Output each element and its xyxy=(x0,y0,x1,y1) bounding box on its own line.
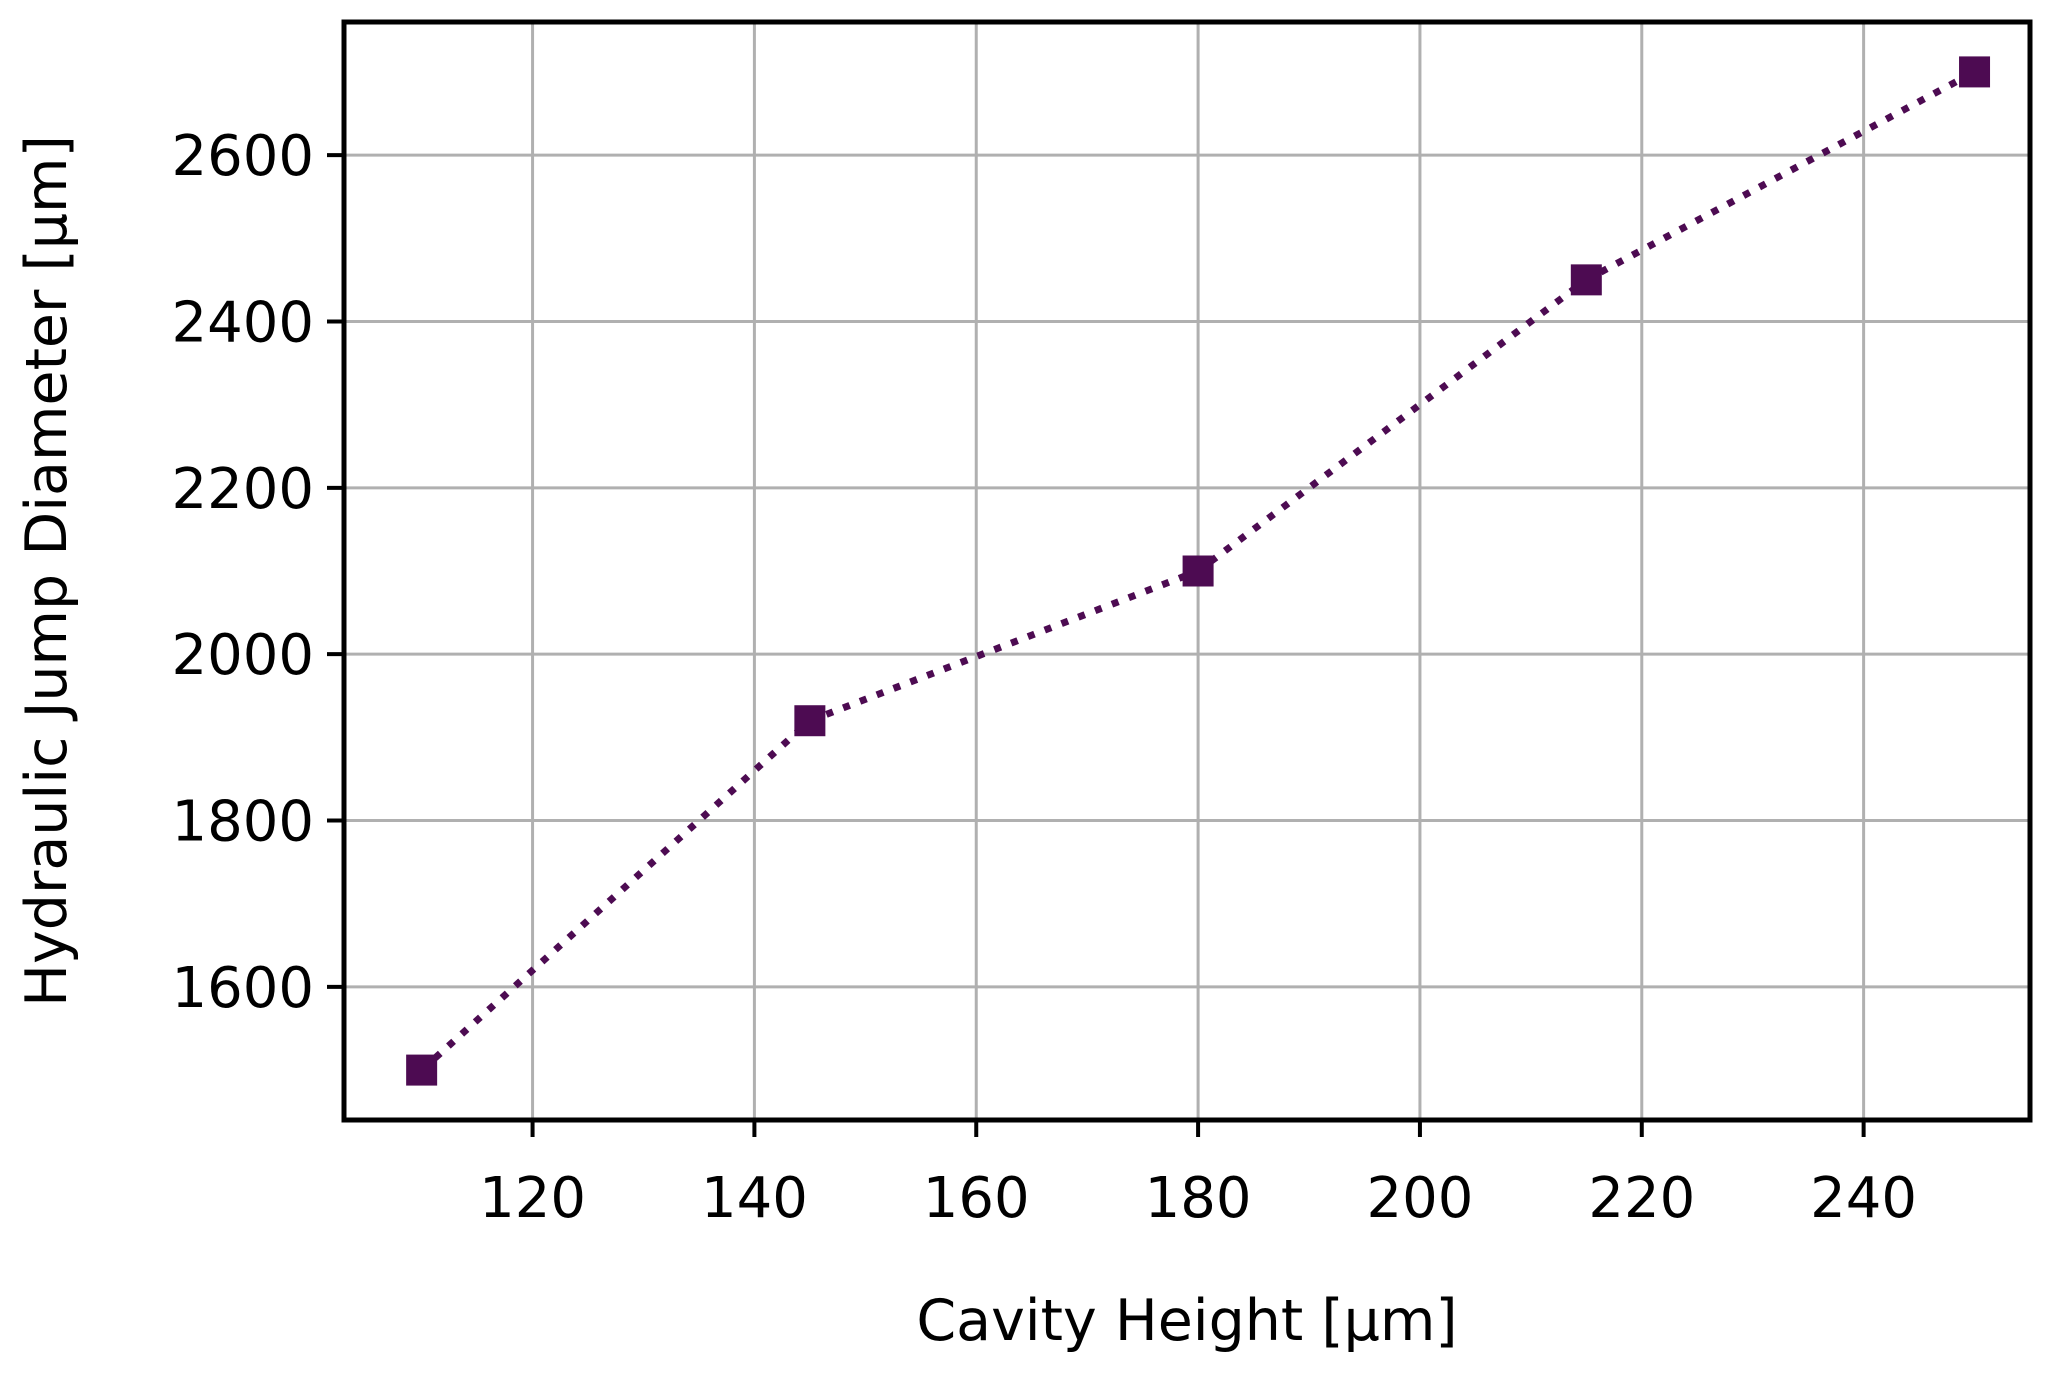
data-point-marker xyxy=(794,705,826,737)
x-axis-label: Cavity Height [μm] xyxy=(916,1288,1457,1354)
series-layer xyxy=(406,56,1991,1086)
data-point-marker xyxy=(406,1054,438,1086)
x-tick-label: 240 xyxy=(1810,1166,1917,1231)
ticks: 120 140 160 180 200 220 240 1600 1800 2000 2200 240… xyxy=(171,124,1917,1231)
plot-frame xyxy=(341,19,2033,1123)
x-tick-label: 120 xyxy=(479,1166,586,1231)
x-tick-label: 220 xyxy=(1588,1166,1695,1231)
y-tick-label: 2600 xyxy=(171,124,314,189)
x-tick-label: 160 xyxy=(923,1166,1030,1231)
y-axis-label: Hydraulic Jump Diameter [μm] xyxy=(14,135,80,1007)
y-tick-label: 2000 xyxy=(171,623,314,688)
data-point-marker xyxy=(1570,264,1602,296)
x-tick-label: 180 xyxy=(1145,1166,1252,1231)
y-tick-label: 2400 xyxy=(171,290,314,355)
data-point-marker xyxy=(1959,56,1991,88)
y-tick-label: 2200 xyxy=(171,457,314,522)
y-tick-label: 1800 xyxy=(171,790,314,855)
y-tick-label: 1600 xyxy=(171,956,314,1021)
grid xyxy=(344,22,2030,1120)
x-tick-label: 140 xyxy=(701,1166,808,1231)
x-tick-label: 200 xyxy=(1366,1166,1473,1231)
data-point-marker xyxy=(1182,555,1214,587)
